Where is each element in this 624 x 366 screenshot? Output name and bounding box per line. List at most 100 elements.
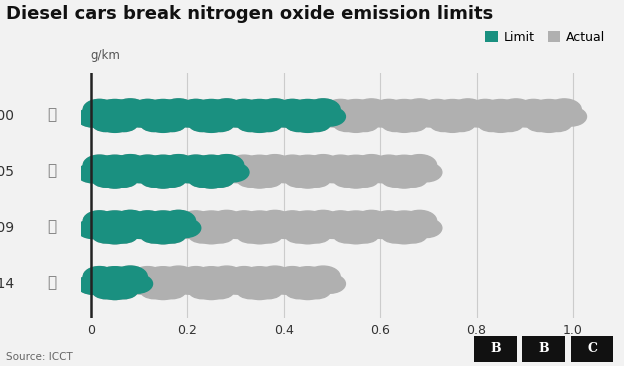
- Ellipse shape: [142, 100, 184, 126]
- Ellipse shape: [98, 167, 132, 188]
- Ellipse shape: [254, 114, 283, 131]
- Ellipse shape: [162, 99, 195, 120]
- Ellipse shape: [528, 100, 570, 126]
- Ellipse shape: [285, 225, 313, 243]
- Ellipse shape: [110, 114, 138, 131]
- Ellipse shape: [162, 99, 195, 120]
- Ellipse shape: [170, 274, 201, 293]
- Ellipse shape: [92, 281, 120, 299]
- Ellipse shape: [258, 154, 292, 176]
- Text: Diesel cars break nitrogen oxide emission limits: Diesel cars break nitrogen oxide emissio…: [6, 5, 494, 23]
- Ellipse shape: [402, 154, 437, 176]
- Ellipse shape: [92, 225, 120, 243]
- Ellipse shape: [94, 267, 136, 293]
- Ellipse shape: [122, 274, 152, 293]
- Ellipse shape: [291, 167, 324, 188]
- Ellipse shape: [170, 107, 201, 126]
- Ellipse shape: [354, 99, 388, 120]
- Ellipse shape: [132, 155, 164, 175]
- Ellipse shape: [333, 170, 361, 187]
- Ellipse shape: [459, 107, 490, 126]
- Ellipse shape: [258, 266, 292, 287]
- Ellipse shape: [306, 154, 340, 176]
- Ellipse shape: [266, 107, 297, 126]
- Ellipse shape: [132, 266, 164, 287]
- Ellipse shape: [162, 266, 195, 287]
- Ellipse shape: [92, 114, 120, 131]
- Ellipse shape: [314, 107, 346, 126]
- Ellipse shape: [113, 210, 147, 231]
- Ellipse shape: [77, 275, 108, 294]
- Ellipse shape: [125, 108, 156, 127]
- Ellipse shape: [254, 225, 283, 243]
- Ellipse shape: [83, 155, 115, 175]
- Ellipse shape: [351, 114, 379, 131]
- Ellipse shape: [354, 154, 388, 176]
- Ellipse shape: [132, 100, 164, 119]
- Ellipse shape: [210, 99, 244, 120]
- Ellipse shape: [484, 111, 518, 132]
- Ellipse shape: [526, 114, 554, 131]
- Ellipse shape: [411, 107, 442, 126]
- Ellipse shape: [303, 170, 331, 187]
- Ellipse shape: [243, 111, 276, 132]
- Ellipse shape: [190, 155, 232, 181]
- Ellipse shape: [170, 163, 201, 182]
- Ellipse shape: [113, 266, 147, 287]
- Ellipse shape: [318, 108, 349, 127]
- Ellipse shape: [383, 211, 425, 237]
- Ellipse shape: [339, 167, 373, 188]
- Ellipse shape: [210, 154, 244, 176]
- Ellipse shape: [140, 170, 168, 187]
- Ellipse shape: [480, 100, 522, 126]
- Ellipse shape: [236, 114, 265, 131]
- Ellipse shape: [146, 223, 180, 244]
- Ellipse shape: [314, 107, 346, 126]
- Ellipse shape: [399, 225, 427, 243]
- Ellipse shape: [190, 211, 232, 237]
- Ellipse shape: [94, 211, 136, 237]
- Ellipse shape: [335, 155, 377, 181]
- Ellipse shape: [228, 100, 260, 119]
- Ellipse shape: [92, 170, 120, 187]
- Ellipse shape: [210, 99, 244, 120]
- Ellipse shape: [173, 108, 205, 127]
- Ellipse shape: [162, 210, 195, 231]
- Ellipse shape: [180, 155, 212, 175]
- Ellipse shape: [190, 100, 232, 126]
- Ellipse shape: [98, 279, 132, 299]
- Ellipse shape: [113, 154, 147, 176]
- Ellipse shape: [110, 170, 138, 187]
- Ellipse shape: [495, 114, 524, 131]
- Ellipse shape: [306, 99, 340, 120]
- Ellipse shape: [110, 281, 138, 299]
- Ellipse shape: [366, 108, 397, 127]
- Ellipse shape: [110, 170, 138, 187]
- Ellipse shape: [399, 114, 427, 131]
- Ellipse shape: [77, 275, 108, 294]
- Ellipse shape: [162, 210, 195, 231]
- Ellipse shape: [228, 211, 260, 231]
- Ellipse shape: [125, 164, 156, 183]
- Ellipse shape: [402, 99, 437, 120]
- Ellipse shape: [83, 155, 115, 175]
- Ellipse shape: [218, 219, 249, 238]
- Ellipse shape: [94, 155, 136, 181]
- Ellipse shape: [218, 163, 249, 182]
- Ellipse shape: [238, 211, 281, 237]
- Ellipse shape: [381, 114, 409, 131]
- Ellipse shape: [266, 107, 297, 126]
- Ellipse shape: [306, 266, 340, 287]
- Text: C: C: [587, 342, 597, 355]
- Ellipse shape: [286, 155, 329, 181]
- Text: g/km: g/km: [90, 49, 120, 62]
- Ellipse shape: [366, 220, 397, 238]
- Ellipse shape: [266, 219, 297, 238]
- Ellipse shape: [354, 210, 388, 231]
- Ellipse shape: [77, 164, 108, 183]
- Ellipse shape: [218, 274, 249, 293]
- Ellipse shape: [125, 275, 156, 294]
- Ellipse shape: [188, 170, 217, 187]
- Ellipse shape: [77, 220, 108, 238]
- Ellipse shape: [276, 211, 308, 231]
